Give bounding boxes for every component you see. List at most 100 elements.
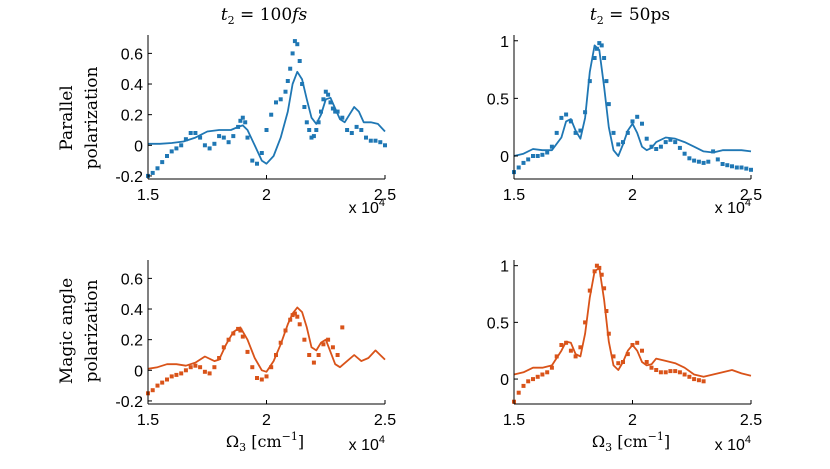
data-point-measured: [373, 138, 378, 143]
data-point-measured: [183, 368, 188, 373]
data-point-measured: [597, 41, 602, 46]
x-multiplier: x 104: [349, 197, 385, 217]
data-point-measured: [165, 154, 169, 158]
data-point-measured: [198, 365, 203, 370]
panel-magic-100fs: 1.5 2 2.5 -0.2 0 0.2 0.4 0.6 Ω3 [cm−1] x 104: [115, 260, 396, 454]
y-tick-label: 0: [134, 363, 143, 380]
axis-ticks: 1.5 2 2.5 -0.2 0 0.2 0.4 0.6: [115, 271, 396, 429]
data-point-measured: [330, 106, 335, 111]
plot-area: [146, 39, 387, 178]
y-tick-label: -0.2: [115, 169, 143, 186]
data-point-measured: [573, 130, 578, 135]
data-point-measured: [687, 374, 692, 379]
data-point-measured: [302, 337, 307, 342]
data-point-measured: [616, 361, 621, 366]
series-line-theory: [147, 306, 386, 373]
data-point-measured: [568, 348, 573, 353]
data-point-measured: [349, 131, 354, 135]
data-point-measured: [321, 97, 326, 102]
data-point-measured: [616, 142, 621, 147]
data-point-measured: [193, 131, 198, 135]
x-tick-label: 2: [628, 412, 637, 429]
data-point-measured: [602, 286, 607, 291]
data-point-measured: [304, 120, 309, 125]
data-point-measured: [250, 365, 255, 370]
data-point-measured: [240, 115, 245, 120]
data-point-measured: [592, 56, 597, 60]
data-point-measured: [526, 157, 531, 162]
data-point-measured: [611, 354, 616, 359]
data-point-measured: [554, 130, 559, 135]
y-tick-label: 1: [500, 34, 509, 51]
data-point-measured: [594, 46, 599, 51]
data-point-measured: [549, 144, 554, 149]
data-point-measured: [183, 137, 188, 142]
data-point-measured: [725, 163, 730, 168]
data-point-measured: [295, 42, 300, 47]
data-point-measured: [340, 115, 345, 120]
data-point-measured: [255, 376, 259, 380]
data-point-measured: [188, 131, 193, 135]
x-tick-label: 2: [262, 412, 271, 429]
y-tick-label: 0.5: [487, 91, 509, 108]
x-tick-label: 2.5: [374, 412, 396, 429]
data-point-measured: [644, 136, 649, 141]
data-point-measured: [677, 370, 682, 375]
x-tick-label: 2.5: [374, 187, 396, 204]
data-point-measured: [540, 372, 545, 377]
data-point-measured: [749, 167, 753, 172]
x-tick-label: 2.5: [740, 412, 762, 429]
data-point-measured: [285, 79, 290, 83]
y-tick-label: 0.2: [121, 108, 143, 125]
x-tick-label: 1.5: [137, 412, 159, 429]
x-multiplier: x 104: [349, 434, 385, 454]
data-point-measured: [212, 365, 217, 370]
data-point-measured: [330, 345, 335, 350]
data-point-measured: [243, 120, 248, 125]
data-point-measured: [663, 370, 668, 375]
data-point-measured: [540, 152, 545, 157]
data-point-measured: [202, 143, 207, 148]
data-point-measured: [292, 39, 297, 44]
data-point-measured: [516, 390, 521, 395]
data-point-measured: [630, 119, 635, 124]
data-point-measured: [599, 43, 604, 48]
data-point-measured: [640, 121, 644, 126]
data-point-measured: [316, 353, 321, 357]
data-point-measured: [549, 365, 554, 370]
x-tick-label: 2: [262, 187, 271, 204]
data-point-measured: [606, 331, 611, 336]
x-axis-label: Ω3 [cm−1]: [592, 430, 670, 454]
x-tick-label: 2: [628, 187, 637, 204]
data-point-measured: [696, 378, 701, 383]
data-point-measured: [364, 135, 368, 140]
plot-area: [512, 263, 752, 404]
data-point-measured: [521, 383, 526, 388]
axis-ticks: 1.5 2 2.5 0 0.5 1: [487, 259, 762, 429]
data-point-measured: [611, 130, 616, 135]
data-point-measured: [174, 146, 179, 151]
data-point-measured: [198, 135, 203, 140]
data-point-measured: [221, 345, 226, 350]
data-point-measured: [701, 160, 706, 165]
y-tick-label: 0: [500, 149, 509, 166]
series-line-theory: [513, 44, 752, 157]
data-point-measured: [673, 140, 678, 145]
data-point-measured: [250, 158, 255, 163]
data-point-measured: [715, 157, 720, 162]
data-point-measured: [217, 134, 222, 139]
y-tick-label: 0.4: [121, 302, 143, 319]
x-tick-label: 1.5: [503, 412, 525, 429]
data-point-measured: [535, 374, 540, 379]
data-point-measured: [730, 164, 734, 169]
data-point-measured: [559, 115, 564, 120]
data-point-measured: [290, 51, 295, 56]
data-point-measured: [217, 356, 222, 360]
axis-ticks: 1.5 2 2.5 -0.2 0 0.2 0.4 0.6: [115, 46, 396, 204]
panel-parallel-100fs: 1.5 2 2.5 -0.2 0 0.2 0.4 0.6 x 104: [115, 35, 396, 217]
data-point-measured: [238, 328, 243, 333]
data-point-measured: [535, 154, 540, 158]
data-point-measured: [354, 124, 359, 129]
data-point-measured: [226, 140, 231, 145]
data-point-measured: [297, 322, 302, 327]
